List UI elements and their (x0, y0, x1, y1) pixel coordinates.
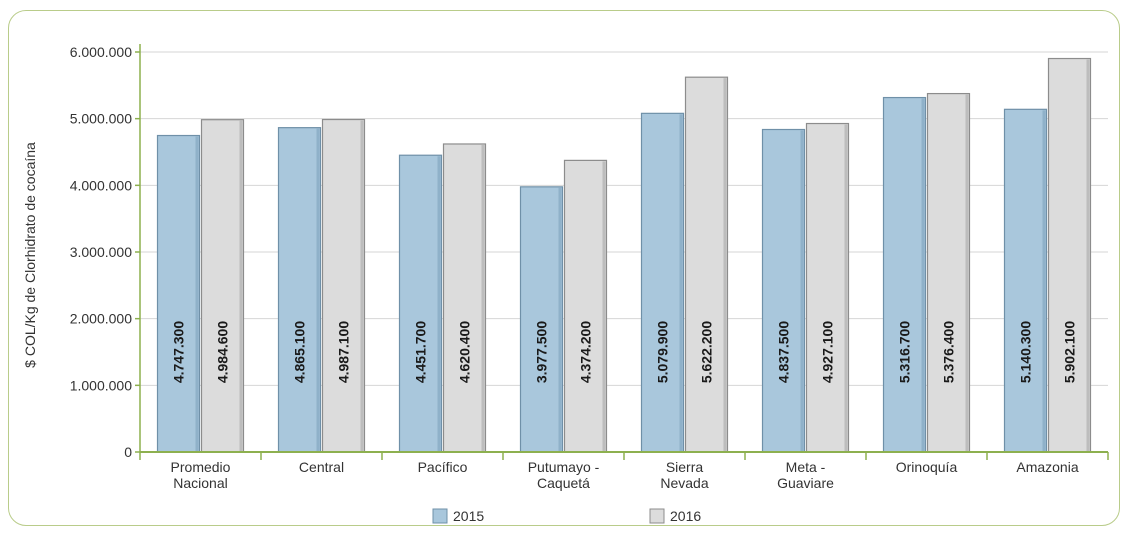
bar-shade (481, 144, 485, 452)
x-tick-label: Orinoquía (896, 459, 958, 475)
x-tick-label: Pacífico (418, 459, 468, 475)
data-label: 4.747.300 (171, 321, 187, 383)
y-tick-label: 4.000.000 (70, 177, 132, 193)
bar-2015-7 (1003, 108, 1048, 453)
x-tick-label: Meta -Guaviare (777, 459, 834, 491)
bar-shade (437, 156, 441, 452)
y-tick-label: 1.000.000 (70, 377, 132, 393)
x-axis: Promedio Nacional Central Pacífico Putumayo … (139, 451, 1109, 491)
data-label: 4.620.400 (457, 321, 473, 383)
x-tick-label: Putumayo -Caquetá (528, 459, 600, 491)
bar-shade (844, 124, 848, 452)
bar-shade (921, 98, 925, 452)
bar-shade (558, 187, 562, 453)
bar-shade (679, 114, 683, 452)
legend-swatch-2016 (649, 508, 665, 524)
bar-shade (1086, 59, 1090, 452)
bar-shade (602, 161, 606, 453)
legend-label-2016: 2016 (670, 508, 701, 524)
bar-2016-0 (200, 119, 245, 453)
y-tick-label: 5.000.000 (70, 111, 132, 127)
y-tick-label: 2.000.000 (70, 311, 132, 327)
bar-2015-4 (640, 112, 685, 453)
data-label: 5.316.700 (897, 321, 913, 383)
data-label: 5.079.900 (655, 321, 671, 383)
data-label: 5.376.400 (941, 321, 957, 383)
data-label: 3.977.500 (534, 321, 550, 383)
x-tick-label: Sierra Nevada (660, 459, 708, 491)
bar-2016-2 (442, 143, 487, 453)
data-label: 4.865.100 (292, 321, 308, 383)
bar-2015-6 (882, 96, 927, 453)
bar-shade (965, 94, 969, 452)
data-label: 4.451.700 (413, 321, 429, 383)
bar-shade (800, 130, 804, 452)
y-tick-label: 0 (124, 444, 132, 460)
y-tick-label: 3.000.000 (70, 244, 132, 260)
x-tick-label: Promedio Nacional (171, 459, 231, 491)
data-label: 4.837.500 (776, 321, 792, 383)
data-label: 4.984.600 (215, 321, 231, 383)
y-axis-label: $ COL/Kg de Clorhidrato de cocaína (22, 142, 38, 368)
data-label: 4.927.100 (820, 321, 836, 383)
bar-2016-4 (684, 76, 729, 453)
bar-2016-6 (926, 92, 971, 453)
y-tick-label: 6.000.000 (70, 44, 132, 60)
data-label: 5.902.100 (1062, 321, 1078, 383)
bar-shade (239, 120, 243, 453)
data-label: 5.140.300 (1018, 321, 1034, 383)
data-label: 4.987.100 (336, 321, 352, 383)
y-axis: 0 1.000.000 2.000.000 3.000.000 4.000.000 5.0… (70, 44, 141, 460)
bar-shade (360, 120, 364, 452)
bar-2015-3 (519, 186, 564, 453)
bar-2016-7 (1047, 57, 1092, 453)
bar-2015-1 (277, 127, 322, 453)
legend-swatch-2015 (432, 508, 448, 524)
bar-2015-5 (761, 128, 806, 453)
x-tick-label: Central (299, 459, 344, 475)
bar-shade (195, 136, 199, 452)
bar-2016-3 (563, 159, 608, 453)
bar-shade (1042, 110, 1046, 453)
data-label: 5.622.200 (699, 321, 715, 383)
bar-2015-2 (398, 154, 443, 453)
bars: 4.747.300 4.865.100 4.451.700 3.977.500 5.07… (156, 57, 1092, 453)
bar-shade (316, 128, 320, 452)
x-tick-label: Amazonia (1016, 459, 1078, 475)
data-label: 4.374.200 (578, 321, 594, 383)
bar-shade (723, 78, 727, 452)
bar-2016-1 (321, 118, 366, 453)
bar-2016-5 (805, 122, 850, 453)
bar-2015-0 (156, 134, 201, 453)
legend: 2015 2016 (432, 508, 701, 524)
legend-label-2015: 2015 (453, 508, 484, 524)
